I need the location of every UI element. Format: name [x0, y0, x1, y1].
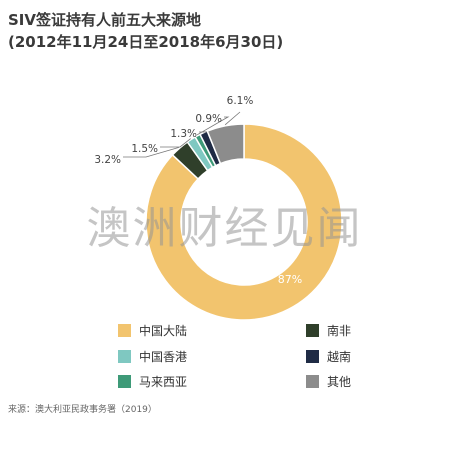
data-label-0: 87% — [278, 273, 302, 286]
data-label-3: 1.3% — [170, 128, 197, 140]
leader-line-1 — [123, 146, 180, 158]
slice-5 — [206, 123, 245, 165]
legend-label: 南非 — [327, 324, 352, 338]
legend-swatch — [118, 350, 131, 363]
data-label-1: 3.2% — [94, 154, 121, 166]
chart-subtitle: (2012年11月24日至2018年6月30日) — [8, 33, 284, 51]
legend-item: 中国香港 — [118, 348, 187, 366]
legend-label: 越南 — [327, 350, 352, 364]
legend-swatch — [306, 324, 319, 337]
source-note: 来源：澳大利亚民政事务署（2019） — [8, 405, 157, 415]
legend-item: 马来西亚 — [118, 373, 187, 391]
watermark-text: 澳洲财经见闻 — [86, 203, 363, 254]
chart-legend: 中国大陆 南非中国香港 越南马来西亚 其他 — [110, 322, 370, 394]
legend-item: 越南 — [306, 348, 351, 366]
legend-label: 其他 — [327, 375, 352, 389]
legend-label: 马来西亚 — [139, 375, 188, 389]
legend-item: 中国大陆 — [118, 322, 187, 340]
leader-line-4 — [196, 116, 230, 136]
data-label-2: 1.5% — [131, 143, 158, 155]
legend-item: 南非 — [306, 322, 351, 340]
legend-swatch — [306, 350, 319, 363]
data-label-4: 0.9% — [195, 113, 222, 125]
legend-swatch — [118, 324, 131, 337]
legend-item: 其他 — [306, 373, 351, 391]
legend-swatch — [306, 375, 319, 388]
leader-line-5 — [224, 111, 241, 126]
legend-label: 中国大陆 — [139, 324, 188, 338]
data-label-5: 6.1% — [227, 95, 254, 107]
leader-line-2 — [160, 138, 191, 148]
legend-swatch — [118, 375, 131, 388]
chart-title: SIV签证持有人前五大来源地 — [8, 11, 201, 29]
legend-label: 中国香港 — [139, 350, 188, 364]
slice-0 — [145, 123, 343, 321]
